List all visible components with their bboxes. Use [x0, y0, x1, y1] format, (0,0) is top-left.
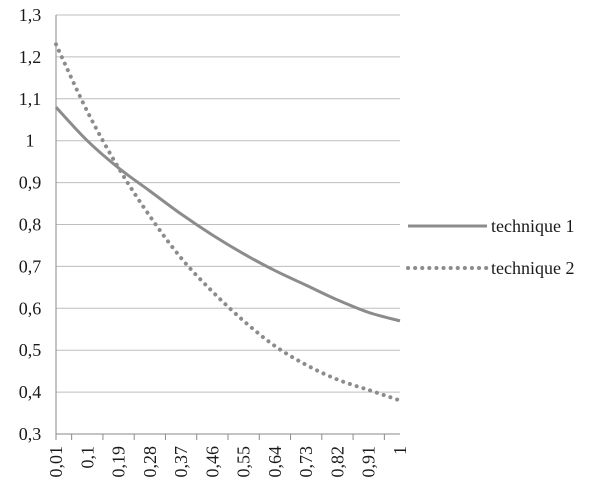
x-tick-label: 0,91: [359, 446, 379, 478]
x-tick-label: 0,73: [296, 446, 316, 478]
y-tick-label: 0,5: [19, 340, 42, 360]
y-tick-label: 0,8: [19, 215, 42, 235]
legend: technique 1 technique 2: [406, 216, 574, 278]
series-line-2: [54, 42, 402, 403]
y-tick-label: 0,6: [19, 298, 42, 318]
x-tick-label: 0,46: [202, 446, 222, 478]
y-tick-label: 0,9: [19, 173, 42, 193]
series-lines: [54, 42, 402, 403]
x-tick-label: 0,82: [327, 446, 347, 478]
y-tick-label: 1,1: [19, 89, 42, 109]
legend-label-2: technique 2: [491, 258, 574, 278]
y-tick-label: 0,7: [19, 256, 42, 276]
x-tick-label: 0,37: [171, 446, 191, 478]
y-tick-label: 0,4: [19, 382, 42, 402]
y-tick-label: 0,3: [19, 424, 42, 444]
series-line-1: [54, 106, 401, 323]
gridlines: [56, 14, 400, 435]
legend-label-1: technique 1: [491, 216, 574, 236]
x-tick-label: 0,28: [140, 446, 160, 478]
x-tick-label: 0,64: [265, 446, 285, 478]
x-tick-label: 0,19: [109, 446, 129, 478]
y-tick-label: 1,3: [19, 5, 42, 25]
x-axis-tick-labels: 0,01 0,1 0,19 0,28 0,37 0,46 0,55 0,64 0,73 0,82 0…: [46, 446, 410, 478]
y-axis-tick-labels: 0,3 0,4 0,5 0,6 0,7 0,8 0,9 1 1,1 1,2 1,3: [19, 5, 42, 444]
y-tick-label: 1,2: [19, 47, 42, 67]
x-tick-label: 0,01: [46, 446, 66, 478]
y-tick-label: 1: [26, 131, 35, 151]
axes: [55, 15, 400, 440]
x-tick-label: 1: [390, 446, 410, 455]
x-tick-label: 0,1: [77, 446, 97, 469]
x-tick-label: 0,55: [234, 446, 254, 478]
